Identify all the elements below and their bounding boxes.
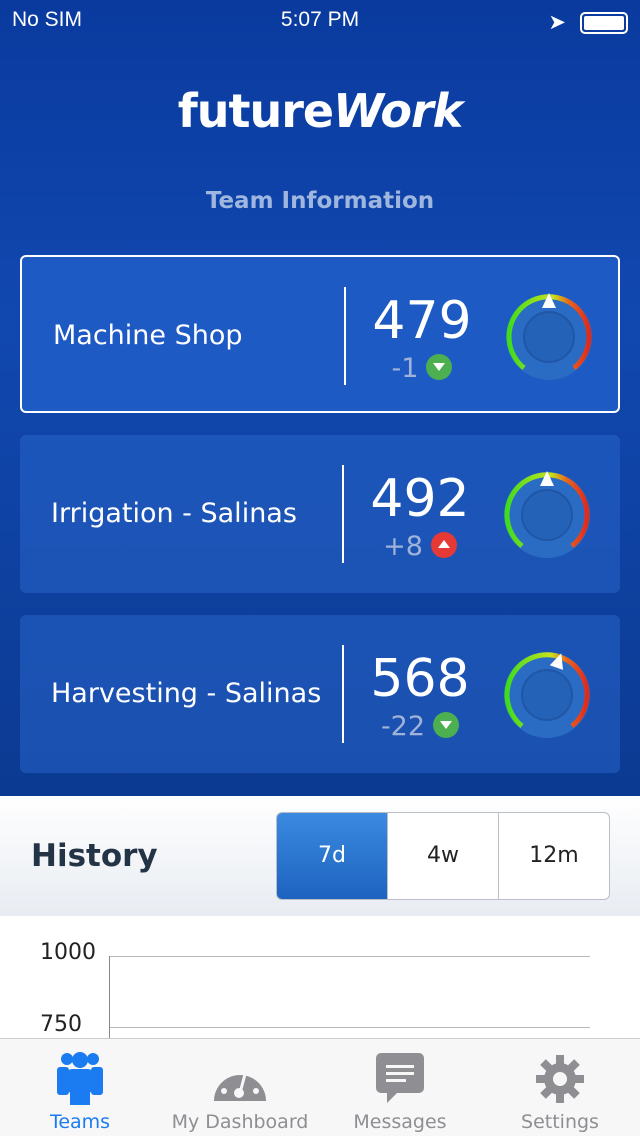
y-axis [109,956,110,1046]
range-4w[interactable]: 4w [387,813,498,899]
team-score: 492 [370,469,470,529]
status-bar: No SIM 5:07 PM ➤ [0,0,640,40]
gauge-needle [540,471,554,486]
score-delta: -1 [352,353,492,384]
score-delta: +8 [350,531,490,562]
team-score: 568 [370,649,470,709]
logo: futureWork [177,84,464,138]
tab-messages[interactable]: Messages [320,1039,480,1136]
location-icon: ➤ [548,11,566,34]
trend-down-icon [433,711,460,738]
tab-label: Settings [521,1111,599,1133]
tab-label: Teams [49,1111,111,1133]
gauge-icon [504,471,590,558]
range-7d[interactable]: 7d [277,813,387,899]
team-card[interactable]: Machine Shop 479 -1 [20,255,620,413]
tab-teams[interactable]: Teams [0,1039,160,1136]
teams-icon [57,1052,103,1105]
divider [342,645,344,743]
trend-down-icon [426,353,453,380]
dashboard-icon [214,1062,266,1101]
score-delta: -22 [350,711,490,742]
team-score: 479 [372,291,472,351]
tab-label: My Dashboard [171,1111,309,1133]
y-tick-label: 1000 [40,940,96,965]
history-chart: 1000 750 [0,916,640,1046]
range-12m[interactable]: 12m [498,813,609,899]
settings-icon [536,1055,584,1103]
team-name: Machine Shop [53,320,243,351]
gauge-needle [542,293,556,308]
gauge-icon [504,652,590,738]
history-header: History 7d 4w 12m [0,796,640,916]
y-tick-label: 750 [40,1012,82,1037]
team-name: Harvesting - Salinas [51,678,322,709]
divider [342,465,344,563]
tab-my-dashboard[interactable]: My Dashboard [160,1039,320,1136]
gauge-needle [549,653,564,670]
clock: 5:07 PM [280,8,360,31]
team-card[interactable]: Irrigation - Salinas 492 +8 [20,435,620,593]
messages-icon [376,1053,424,1103]
section-title: Team Information [205,188,435,214]
team-name: Irrigation - Salinas [51,498,297,529]
tab-label: Messages [353,1111,447,1133]
tab-settings[interactable]: Settings [480,1039,640,1136]
gauge-icon [506,293,592,380]
tab-bar: Teams My Dashboard Messages Settings [0,1038,640,1136]
gridline [110,956,590,957]
gridline [110,1027,590,1028]
divider [344,287,346,385]
battery-icon [580,11,628,34]
trend-up-icon [430,531,457,558]
carrier: No SIM [12,8,83,31]
team-card[interactable]: Harvesting - Salinas 568 -22 [20,615,620,773]
history-title: History [31,838,158,874]
range-segmented-control[interactable]: 7d 4w 12m [276,812,610,900]
